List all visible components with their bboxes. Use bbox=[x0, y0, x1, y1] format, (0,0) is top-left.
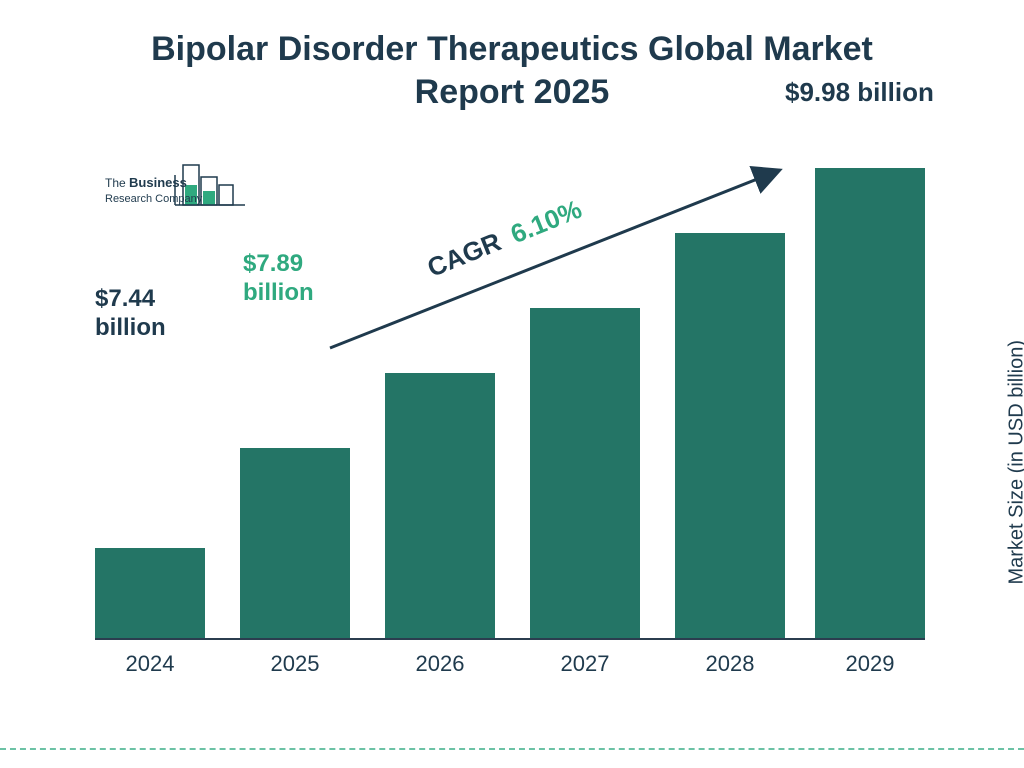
xlabel-2025: 2025 bbox=[240, 651, 350, 677]
xlabel-2028: 2028 bbox=[675, 651, 785, 677]
value-2029-amount: $9.98 billion bbox=[785, 77, 934, 107]
bar-2029 bbox=[815, 168, 925, 638]
value-2024-unit: billion bbox=[95, 314, 166, 341]
title-line-1: Bipolar Disorder Therapeutics Global Mar… bbox=[151, 30, 873, 68]
footer-divider bbox=[0, 748, 1024, 750]
bar-2028 bbox=[675, 233, 785, 638]
bar-2024 bbox=[95, 548, 205, 638]
bar-2027 bbox=[530, 308, 640, 638]
value-2025-amount: $7.89 bbox=[243, 250, 303, 277]
x-axis-line bbox=[95, 638, 925, 640]
xlabel-2024: 2024 bbox=[95, 651, 205, 677]
y-axis-label: Market Size (in USD billion) bbox=[1006, 340, 1024, 585]
value-2025-unit: billion bbox=[243, 279, 314, 306]
value-label-2025: $7.89 billion bbox=[243, 250, 314, 308]
xlabel-2029: 2029 bbox=[815, 651, 925, 677]
xlabel-2026: 2026 bbox=[385, 651, 495, 677]
title-line-2: Report 2025 bbox=[415, 73, 610, 111]
xlabel-2027: 2027 bbox=[530, 651, 640, 677]
value-2024-amount: $7.44 bbox=[95, 285, 155, 312]
bar-2025 bbox=[240, 448, 350, 638]
value-label-2029: $9.98 billion bbox=[785, 77, 934, 108]
bar-2026 bbox=[385, 373, 495, 638]
value-label-2024: $7.44 billion bbox=[95, 285, 166, 343]
